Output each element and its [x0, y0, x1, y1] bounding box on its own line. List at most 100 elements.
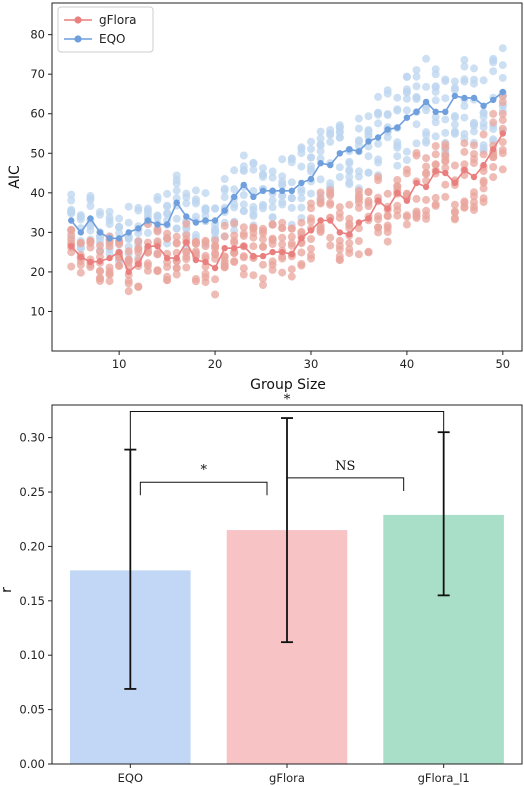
series-marker-gflora: [202, 258, 209, 266]
series-marker-eqo: [490, 96, 497, 104]
scatter-point-gflora: [307, 244, 315, 253]
scatter-point-eqo: [307, 153, 315, 162]
x-tick-label: 40: [400, 357, 415, 371]
scatter-point-eqo: [393, 93, 402, 102]
scatter-point-eqo: [249, 165, 258, 174]
scatter-point-eqo: [153, 195, 162, 204]
scatter-point-gflora: [124, 279, 133, 288]
scatter-point-eqo: [460, 62, 469, 71]
top-y-ticks: 10 20 30 40 50 60 70 80: [30, 28, 52, 318]
y-tick-label: 40: [30, 186, 45, 200]
scatter-point-gflora: [134, 248, 143, 257]
scatter-point-gflora: [287, 265, 296, 274]
scatter-point-gflora: [105, 267, 114, 276]
scatter-point-eqo: [402, 156, 411, 164]
scatter-point-eqo: [239, 151, 248, 160]
scatter-point-eqo: [431, 87, 440, 96]
y-tick-label: 0.25: [19, 485, 45, 499]
series-marker-eqo: [202, 217, 209, 224]
series-marker-gflora: [413, 179, 420, 187]
scatter-point-gflora: [278, 218, 287, 227]
scatter-point-gflora: [450, 215, 459, 224]
scatter-point-gflora: [105, 242, 114, 251]
scatter-point-gflora: [259, 274, 267, 283]
scatter-point-eqo: [335, 173, 344, 181]
scatter-point-gflora: [345, 239, 354, 248]
scatter-point-eqo: [268, 173, 277, 182]
scatter-point-eqo: [211, 227, 220, 236]
series-marker-gflora: [346, 231, 353, 238]
series-marker-eqo: [499, 88, 506, 96]
scatter-point-eqo: [143, 228, 152, 237]
series-marker-eqo: [173, 199, 180, 206]
legend-box: [57, 6, 154, 53]
scatter-point-gflora: [431, 160, 440, 169]
scatter-point-eqo: [364, 168, 373, 177]
bottom-y-axis-label: r: [0, 587, 15, 593]
scatter-point-eqo: [230, 166, 239, 175]
legend-eqo-swatch-marker: [74, 35, 82, 43]
y-tick-label: 30: [30, 225, 45, 239]
significance-label: *: [284, 393, 291, 408]
scatter-point-eqo: [450, 85, 459, 94]
significance-bracket: [286, 477, 405, 491]
scatter-point-gflora: [172, 270, 181, 279]
top-series-lines: [68, 88, 506, 276]
scatter-point-eqo: [307, 165, 315, 174]
series-marker-eqo: [442, 108, 449, 116]
scatter-point-eqo: [239, 207, 248, 215]
scatter-point-eqo: [172, 194, 181, 203]
y-tick-label: 60: [30, 107, 45, 121]
scatter-point-gflora: [450, 200, 459, 209]
scatter-point-gflora: [220, 232, 229, 241]
scatter-point-gflora: [460, 147, 469, 156]
scatter-point-eqo: [470, 79, 478, 88]
scatter-point-eqo: [383, 110, 392, 118]
x-tick-label: 50: [495, 357, 510, 371]
series-marker-eqo: [135, 225, 142, 232]
scatter-point-gflora: [124, 247, 133, 256]
series-marker-eqo: [125, 229, 132, 236]
scatter-point-eqo: [479, 108, 488, 117]
top-plot-frame: [51, 2, 523, 352]
scatter-point-gflora: [268, 236, 277, 245]
scatter-point-eqo: [268, 196, 277, 205]
scatter-point-eqo: [76, 213, 85, 222]
scatter-point-eqo: [316, 154, 325, 163]
series-marker-gflora: [384, 205, 391, 212]
scatter-point-gflora: [307, 251, 315, 260]
series-marker-gflora: [192, 256, 200, 264]
scatter-point-gflora: [450, 208, 459, 217]
scatter-point-gflora: [76, 238, 85, 247]
scatter-point-gflora: [345, 221, 354, 230]
series-marker-eqo: [355, 148, 363, 155]
scatter-point-eqo: [316, 147, 325, 156]
scatter-point-eqo: [249, 210, 258, 219]
series-marker-eqo: [154, 221, 161, 228]
scatter-point-gflora: [96, 267, 104, 276]
scatter-point-gflora: [431, 193, 440, 202]
series-marker-gflora: [298, 235, 305, 242]
scatter-point-eqo: [297, 194, 306, 203]
y-tick-label: 50: [30, 146, 45, 160]
scatter-point-gflora: [191, 239, 200, 248]
scatter-point-gflora: [383, 221, 392, 230]
y-tick-label: 0.00: [19, 757, 45, 771]
series-marker-gflora: [250, 252, 257, 260]
scatter-point-eqo: [431, 132, 440, 141]
scatter-point-eqo: [316, 134, 325, 143]
series-marker-eqo: [403, 114, 411, 121]
scatter-point-eqo: [393, 152, 402, 161]
scatter-point-gflora: [182, 255, 191, 264]
scatter-point-gflora: [326, 233, 335, 242]
scatter-point-eqo: [239, 191, 248, 199]
scatter-point-gflora: [450, 161, 459, 170]
scatter-point-gflora: [441, 164, 450, 172]
scatter-point-gflora: [230, 238, 239, 247]
scatter-point-eqo: [172, 214, 181, 223]
series-marker-gflora: [163, 254, 171, 262]
scatter-point-gflora: [230, 219, 239, 228]
scatter-point-eqo: [67, 196, 76, 205]
scatter-point-gflora: [489, 118, 498, 127]
